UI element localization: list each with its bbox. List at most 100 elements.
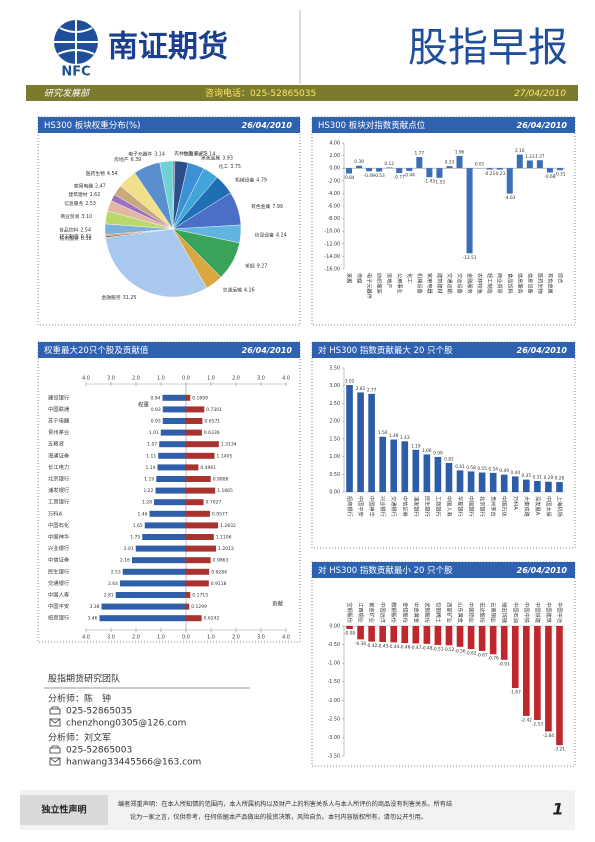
- bar: [446, 166, 453, 169]
- value-label: 0.39: [354, 159, 364, 165]
- bar: [423, 454, 431, 492]
- bar: [401, 626, 409, 644]
- bar-right: [186, 603, 190, 610]
- value-label: 1.22: [143, 488, 153, 494]
- value-label: 3.46: [87, 616, 97, 622]
- category-label: 深发展A: [534, 496, 542, 516]
- pie-label-name: 金融服务: [102, 294, 121, 301]
- category-label: 中国远洋: [379, 602, 387, 623]
- value-label: 1.3134: [221, 442, 237, 448]
- category-label: 家用电器: [426, 273, 434, 295]
- bar-left: [132, 557, 186, 564]
- panel-border: [311, 116, 576, 326]
- category-label: 工商银行: [434, 496, 442, 517]
- category-label: 中国平安: [357, 496, 365, 517]
- x-tick-label: 0.0: [182, 635, 190, 641]
- category-label: 浦发银行: [48, 486, 70, 494]
- value-label: -4.03: [504, 195, 515, 201]
- y-tick-label: 0.00: [329, 624, 340, 630]
- bar: [456, 626, 464, 647]
- company-name: 南证期货: [108, 30, 228, 65]
- pie-label-value: 3.14: [154, 151, 165, 157]
- value-label: 2.81: [104, 593, 114, 599]
- analyst-phone: 025-52865035: [66, 707, 132, 717]
- bar: [346, 385, 353, 492]
- bar-right: [186, 429, 202, 436]
- category-label: 中信证券: [48, 556, 70, 564]
- pie-label-value: 4.24: [276, 232, 287, 238]
- panel-title: 对 HS300 指数贡献最大 20 只个股: [318, 345, 453, 356]
- value-label: -0.21: [484, 171, 495, 177]
- bar-right: [186, 534, 214, 540]
- category-label: 交运设备: [456, 273, 464, 295]
- value-label: 0.12: [384, 161, 394, 167]
- pie-label: 农林牧渔 0.45: [174, 150, 206, 157]
- category-label: 五粮液: [48, 440, 65, 448]
- bar: [486, 168, 493, 170]
- panel-date: 26/04/2010: [517, 566, 568, 575]
- category-label: 西部矿业: [445, 602, 453, 623]
- pie-label: 纺织服装 0.38: [60, 234, 92, 241]
- value-label: 0.9284: [211, 569, 227, 575]
- value-label: 0.33: [445, 160, 455, 166]
- category-label: 贵州茅台: [48, 428, 69, 436]
- value-label: -0.31: [554, 172, 565, 178]
- x-tick-label: 2.0: [132, 635, 140, 641]
- panel-border: [37, 116, 301, 326]
- value-label: 1.11: [146, 453, 156, 459]
- y-tick-label: -10.00: [325, 229, 340, 235]
- value-label: 0.1713: [192, 593, 208, 599]
- pie-label: 食品饮料 2.54: [59, 226, 91, 233]
- bar: [511, 476, 519, 492]
- y-tick-label: 4.00: [329, 141, 340, 147]
- value-label: -0.52: [443, 647, 454, 653]
- value-label: 1.1665: [217, 488, 233, 494]
- pie-label-value: 2.53: [85, 200, 96, 206]
- pie-label-name: 食品饮料: [59, 226, 78, 233]
- pie-label-value: 31.25: [123, 295, 137, 301]
- bar: [412, 449, 420, 492]
- bar: [467, 471, 475, 492]
- category-label: 中国中冶: [556, 602, 564, 623]
- value-label: -0.91: [499, 661, 510, 667]
- value-label: -0.56: [454, 648, 465, 654]
- value-label: -0.46: [399, 645, 410, 651]
- category-label: 万科A: [512, 496, 520, 510]
- panel-title: 对 HS300 指数贡献最小 20 只个股: [318, 565, 453, 576]
- category-label: 电子元器件: [366, 273, 374, 299]
- bar-left: [160, 429, 186, 436]
- y-tick-label: 3.50: [329, 366, 340, 372]
- bar-left: [115, 592, 186, 598]
- pie-label-value: 3.14: [205, 151, 216, 157]
- category-label: 宝钢股份: [346, 602, 354, 624]
- pie-label-name: 机械设备: [235, 176, 254, 183]
- dept: 研究发展部: [44, 88, 91, 99]
- value-label: 1.07: [147, 442, 157, 448]
- pie-label-name: 医药生物: [86, 169, 105, 176]
- pie-label: 信息服务 2.53: [64, 199, 96, 206]
- panel-border: [37, 341, 301, 643]
- value-label: -0.48: [421, 645, 432, 651]
- category-label: 中国铁建: [534, 602, 542, 623]
- bar: [390, 439, 398, 492]
- pie-label: 商业贸易 3.10: [60, 212, 92, 219]
- value-label: 0.99: [433, 450, 443, 456]
- category-label: 宏达股份: [479, 602, 487, 624]
- y-tick-label: -2.00: [328, 698, 340, 704]
- bar-right: [186, 510, 210, 517]
- category-label: 招商银行: [48, 614, 70, 622]
- value-label: 0.7027: [206, 500, 222, 506]
- logo-lines: [54, 20, 98, 64]
- bar: [368, 393, 375, 492]
- footer-band: [20, 790, 575, 830]
- pie-label-name: 农林牧渔: [174, 150, 193, 157]
- value-label: 1.28: [142, 500, 152, 506]
- bar-left: [122, 568, 186, 575]
- value-label: -3.21: [554, 747, 565, 753]
- panel-date: 26/04/2010: [242, 346, 293, 355]
- pie-label-name: 黑色金属: [201, 154, 220, 161]
- category-label: 中信证券: [401, 496, 409, 518]
- panel-title-bar: [312, 342, 575, 358]
- x-tick-label: 4.0: [82, 376, 90, 382]
- category-label: 交通运输: [446, 273, 454, 295]
